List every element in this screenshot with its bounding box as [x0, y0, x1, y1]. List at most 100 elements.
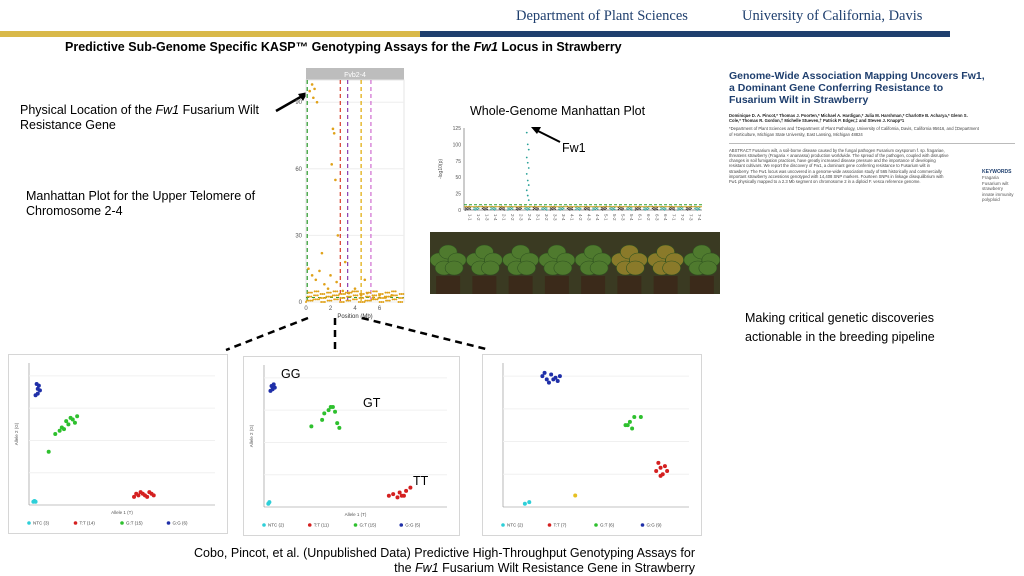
- snp-point: [520, 207, 522, 210]
- legend-swatch: [547, 523, 552, 527]
- snp-point: [323, 282, 326, 286]
- snp-point: [347, 295, 350, 298]
- leaf: [626, 260, 645, 276]
- snp-point: [679, 208, 682, 211]
- snp-point: [340, 293, 343, 296]
- snp-point: [339, 301, 342, 303]
- snp-point: [509, 206, 512, 209]
- snp-point: [326, 291, 329, 294]
- snp-point: [325, 295, 328, 298]
- snp-point: [519, 206, 521, 209]
- genotype-point: [632, 415, 637, 419]
- genotype-point: [542, 370, 547, 375]
- snp-point: [475, 208, 478, 210]
- snp-point: [314, 298, 317, 301]
- x-tick-label: 6: [378, 306, 382, 312]
- university-name: University of California, Davis: [742, 8, 923, 24]
- snp-point: [307, 291, 310, 294]
- snp-point: [561, 206, 564, 209]
- snp-point: [644, 209, 646, 211]
- snp-point: [509, 208, 512, 211]
- snp-point: [332, 290, 335, 293]
- genotype-point: [395, 495, 400, 500]
- peak-snp-point: [526, 179, 529, 182]
- snp-point: [343, 260, 347, 264]
- paper-keywords: KEYWORDS Fragaria Fusarium wilt strawber…: [982, 169, 1022, 203]
- y-tick-label: 100: [453, 142, 462, 148]
- keyword: strawberry: [982, 186, 1004, 191]
- pot: [689, 276, 714, 294]
- x-axis-label: Position (Mb): [337, 314, 372, 320]
- peak-snp-point: [525, 189, 528, 192]
- genotype-point: [62, 427, 67, 432]
- snp-point: [315, 100, 319, 104]
- strawberry-plants-photo: [430, 232, 720, 294]
- snp-point: [656, 208, 658, 211]
- leaf: [444, 260, 464, 276]
- snp-point: [375, 294, 378, 297]
- snp-point: [617, 206, 620, 209]
- genotype-point: [573, 493, 578, 498]
- genotype-point: [551, 377, 556, 382]
- snp-point: [501, 207, 503, 210]
- snp-point: [320, 297, 323, 300]
- snp-point: [643, 208, 645, 210]
- snp-point: [682, 208, 684, 210]
- snp-point: [336, 234, 340, 237]
- x-tick-label: 4-1: [569, 214, 574, 221]
- snp-point: [400, 293, 403, 296]
- snp-point: [570, 208, 572, 210]
- pot: [617, 276, 642, 294]
- snp-point: [503, 209, 505, 211]
- legend-swatch: [353, 523, 358, 527]
- snp-point: [364, 299, 367, 302]
- snp-point: [362, 297, 365, 300]
- snp-point: [339, 297, 342, 300]
- snp-point: [366, 295, 369, 298]
- snp-point: [604, 206, 606, 209]
- snp-point: [401, 297, 404, 300]
- x-axis-label: Allele 1 (T): [111, 510, 133, 515]
- snp-point: [355, 298, 358, 301]
- snp-point: [566, 207, 569, 210]
- snp-point: [313, 294, 316, 297]
- snp-point: [331, 294, 334, 297]
- snp-point: [392, 294, 395, 297]
- paper-title: Genome-Wide Association Mapping Uncovers…: [729, 70, 985, 106]
- snp-point: [319, 293, 322, 296]
- snp-point: [689, 206, 691, 209]
- genotype-point: [309, 424, 314, 429]
- snp-point: [563, 207, 565, 210]
- snp-point: [356, 294, 359, 297]
- snp-point: [583, 208, 586, 210]
- kasp-cluster-plot-1: Allele 2 (G) Allele 1 (T) NTC (3) T:T (14) G…: [8, 354, 228, 534]
- legend-label: G:T (6): [600, 523, 615, 528]
- snp-point: [560, 208, 563, 210]
- snp-point: [644, 207, 646, 209]
- snp-point: [569, 209, 571, 211]
- snp-point: [368, 295, 371, 298]
- genotype-point: [333, 409, 338, 414]
- snp-point: [696, 207, 699, 209]
- snp-point: [485, 208, 487, 210]
- x-tick-label: 5-4: [629, 214, 634, 221]
- snp-point: [386, 291, 389, 294]
- manhattan-telomere-label: Manhattan Plot for the Upper Telomere of…: [26, 189, 256, 218]
- snp-point: [529, 208, 531, 211]
- snp-point: [588, 207, 590, 209]
- snp-point: [314, 294, 317, 297]
- legend-label: T:T (14): [80, 521, 96, 526]
- snp-point: [663, 207, 666, 209]
- snp-point: [351, 290, 354, 293]
- y-tick-label: 50: [455, 175, 461, 181]
- peak-snp-point: [526, 161, 529, 164]
- snp-point: [473, 208, 475, 210]
- x-tick-label: 1-3: [484, 214, 489, 221]
- snp-point: [677, 209, 679, 211]
- snp-point: [617, 208, 620, 211]
- legend-swatch: [399, 523, 404, 527]
- genotype-point: [540, 374, 545, 379]
- snp-point: [343, 297, 346, 300]
- snp-point: [373, 294, 376, 297]
- snp-point: [312, 298, 315, 301]
